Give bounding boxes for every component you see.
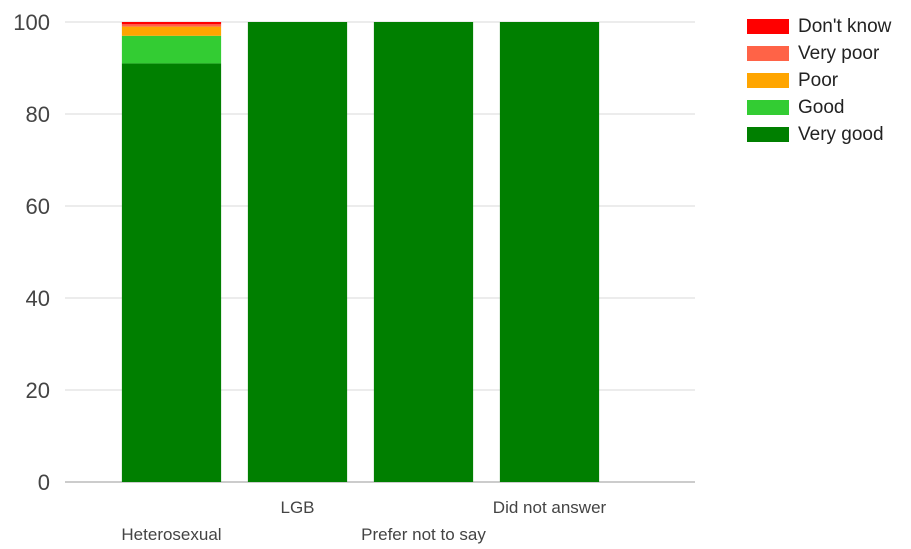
x-tick-label: Did not answer: [493, 498, 607, 517]
legend-label: Very poor: [798, 42, 880, 64]
bar-segment: [121, 26, 222, 36]
bar-segment: [121, 63, 222, 483]
legend-swatch: [747, 100, 789, 115]
legend-swatch: [747, 73, 789, 88]
bar-segment: [121, 35, 222, 64]
y-tick-label: 100: [13, 10, 50, 35]
bar-segment: [247, 22, 348, 482]
y-tick-label: 20: [26, 378, 50, 403]
x-tick-label: LGB: [280, 498, 314, 517]
legend: Don't know Very poor Poor Good Very good: [747, 13, 891, 148]
legend-swatch: [747, 19, 789, 34]
y-tick-label: 60: [26, 194, 50, 219]
legend-item: Very good: [747, 121, 891, 148]
x-tick-label: Heterosexual: [121, 525, 221, 544]
y-tick-label: 0: [38, 470, 50, 495]
legend-item: Good: [747, 94, 891, 121]
legend-item: Don't know: [747, 13, 891, 40]
bar-segment: [499, 22, 600, 482]
bar-segment: [373, 22, 474, 482]
legend-swatch: [747, 127, 789, 142]
y-tick-label: 80: [26, 102, 50, 127]
bar-segment: [121, 24, 222, 27]
bar-segment: [121, 22, 222, 25]
legend-label: Very good: [798, 123, 884, 145]
legend-swatch: [747, 46, 789, 61]
legend-item: Poor: [747, 67, 891, 94]
legend-label: Don't know: [798, 15, 892, 37]
legend-item: Very poor: [747, 40, 891, 67]
y-tick-label: 40: [26, 286, 50, 311]
legend-label: Good: [798, 96, 845, 118]
legend-label: Poor: [798, 69, 839, 91]
x-tick-label: Prefer not to say: [361, 525, 486, 544]
